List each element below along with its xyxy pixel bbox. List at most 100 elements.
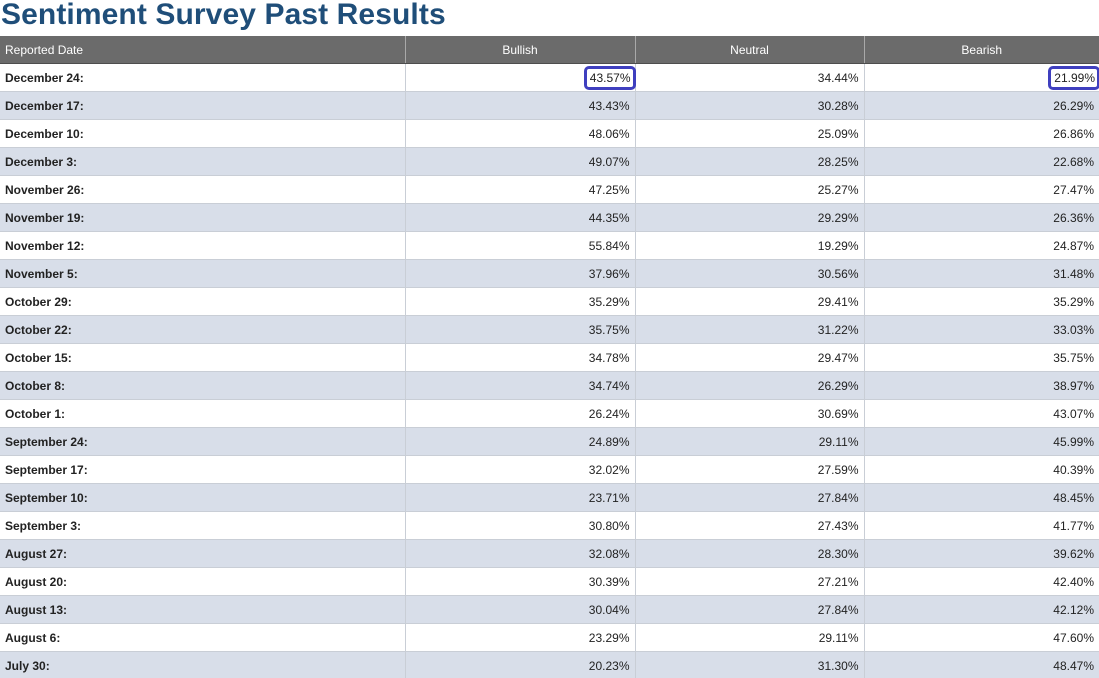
- page-title: Sentiment Survey Past Results: [1, 0, 446, 31]
- bullish-cell: 30.04%: [405, 595, 636, 624]
- bearish-cell: 22.68%: [864, 147, 1099, 176]
- neutral-cell: 29.41%: [635, 287, 865, 316]
- header-neutral: Neutral: [635, 36, 865, 64]
- neutral-cell: 27.43%: [635, 511, 865, 540]
- bearish-cell: 38.97%: [864, 371, 1099, 400]
- bullish-cell: 20.23%: [405, 651, 636, 678]
- bearish-cell: 45.99%: [864, 427, 1099, 456]
- table-row: October 22: 35.75% 31.22% 33.03%: [0, 315, 1099, 344]
- table-row: December 3: 49.07% 28.25% 22.68%: [0, 147, 1099, 176]
- bullish-cell: 23.29%: [405, 623, 636, 652]
- table-row: November 5: 37.96% 30.56% 31.48%: [0, 259, 1099, 288]
- bearish-cell: 31.48%: [864, 259, 1099, 288]
- bearish-cell: 48.45%: [864, 483, 1099, 512]
- bearish-cell: 35.75%: [864, 343, 1099, 372]
- bearish-cell: 40.39%: [864, 455, 1099, 484]
- bearish-cell: 26.36%: [864, 203, 1099, 232]
- table-row: September 10: 23.71% 27.84% 48.45%: [0, 483, 1099, 512]
- table-row: December 24: 43.57% 34.44% 21.99%: [0, 63, 1099, 92]
- reported-date-cell: September 3:: [0, 511, 406, 540]
- reported-date-cell: November 12:: [0, 231, 406, 260]
- reported-date-cell: October 22:: [0, 315, 406, 344]
- reported-date-cell: August 6:: [0, 623, 406, 652]
- reported-date-cell: December 17:: [0, 91, 406, 120]
- bullish-cell: 34.78%: [405, 343, 636, 372]
- bearish-cell: 33.03%: [864, 315, 1099, 344]
- bullish-cell: 43.57%: [405, 63, 636, 92]
- highlighted-bearish-value: 21.99%: [1048, 65, 1099, 90]
- bullish-cell: 37.96%: [405, 259, 636, 288]
- bullish-cell: 43.43%: [405, 91, 636, 120]
- table-row: November 12: 55.84% 19.29% 24.87%: [0, 231, 1099, 260]
- neutral-cell: 31.22%: [635, 315, 865, 344]
- reported-date-cell: August 13:: [0, 595, 406, 624]
- bearish-cell: 21.99%: [864, 63, 1099, 92]
- neutral-cell: 31.30%: [635, 651, 865, 678]
- table-row: December 17: 43.43% 30.28% 26.29%: [0, 91, 1099, 120]
- bearish-cell: 35.29%: [864, 287, 1099, 316]
- neutral-cell: 19.29%: [635, 231, 865, 260]
- table-row: October 8: 34.74% 26.29% 38.97%: [0, 371, 1099, 400]
- table-row: October 29: 35.29% 29.41% 35.29%: [0, 287, 1099, 316]
- reported-date-cell: September 17:: [0, 455, 406, 484]
- neutral-cell: 27.21%: [635, 567, 865, 596]
- neutral-cell: 25.09%: [635, 119, 865, 148]
- table-row: November 19: 44.35% 29.29% 26.36%: [0, 203, 1099, 232]
- table-row: September 3: 30.80% 27.43% 41.77%: [0, 511, 1099, 540]
- bearish-cell: 47.60%: [864, 623, 1099, 652]
- bearish-cell: 27.47%: [864, 175, 1099, 204]
- table-row: December 10: 48.06% 25.09% 26.86%: [0, 119, 1099, 148]
- bullish-cell: 23.71%: [405, 483, 636, 512]
- neutral-cell: 27.84%: [635, 483, 865, 512]
- table-row: August 13: 30.04% 27.84% 42.12%: [0, 595, 1099, 624]
- neutral-cell: 30.69%: [635, 399, 865, 428]
- reported-date-cell: December 10:: [0, 119, 406, 148]
- neutral-cell: 34.44%: [635, 63, 865, 92]
- table-row: September 17: 32.02% 27.59% 40.39%: [0, 455, 1099, 484]
- bullish-cell: 35.75%: [405, 315, 636, 344]
- reported-date-cell: December 3:: [0, 147, 406, 176]
- reported-date-cell: August 20:: [0, 567, 406, 596]
- table-row: November 26: 47.25% 25.27% 27.47%: [0, 175, 1099, 204]
- neutral-cell: 28.30%: [635, 539, 865, 568]
- table-row: August 20: 30.39% 27.21% 42.40%: [0, 567, 1099, 596]
- sentiment-results-table: Reported Date Bullish Neutral Bearish De…: [0, 36, 1099, 678]
- table-body: December 24: 43.57% 34.44% 21.99% December 1…: [0, 63, 1099, 678]
- bullish-cell: 30.39%: [405, 567, 636, 596]
- neutral-cell: 29.11%: [635, 623, 865, 652]
- header-reported-date: Reported Date: [0, 36, 406, 64]
- bearish-cell: 42.12%: [864, 595, 1099, 624]
- bearish-cell: 24.87%: [864, 231, 1099, 260]
- neutral-cell: 27.59%: [635, 455, 865, 484]
- neutral-cell: 27.84%: [635, 595, 865, 624]
- bearish-cell: 41.77%: [864, 511, 1099, 540]
- neutral-cell: 29.29%: [635, 203, 865, 232]
- reported-date-cell: October 29:: [0, 287, 406, 316]
- table-row: October 1: 26.24% 30.69% 43.07%: [0, 399, 1099, 428]
- reported-date-cell: October 1:: [0, 399, 406, 428]
- neutral-cell: 29.11%: [635, 427, 865, 456]
- table-row: August 6: 23.29% 29.11% 47.60%: [0, 623, 1099, 652]
- table-row: September 24: 24.89% 29.11% 45.99%: [0, 427, 1099, 456]
- bullish-cell: 47.25%: [405, 175, 636, 204]
- bearish-cell: 26.86%: [864, 119, 1099, 148]
- bearish-cell: 26.29%: [864, 91, 1099, 120]
- reported-date-cell: October 8:: [0, 371, 406, 400]
- reported-date-cell: September 24:: [0, 427, 406, 456]
- reported-date-cell: November 5:: [0, 259, 406, 288]
- neutral-cell: 30.28%: [635, 91, 865, 120]
- reported-date-cell: November 19:: [0, 203, 406, 232]
- bullish-cell: 24.89%: [405, 427, 636, 456]
- bullish-cell: 48.06%: [405, 119, 636, 148]
- table-header-row: Reported Date Bullish Neutral Bearish: [0, 36, 1099, 64]
- bearish-cell: 48.47%: [864, 651, 1099, 678]
- bullish-cell: 35.29%: [405, 287, 636, 316]
- bullish-cell: 44.35%: [405, 203, 636, 232]
- reported-date-cell: September 10:: [0, 483, 406, 512]
- bullish-cell: 34.74%: [405, 371, 636, 400]
- neutral-cell: 29.47%: [635, 343, 865, 372]
- bearish-cell: 43.07%: [864, 399, 1099, 428]
- reported-date-cell: July 30:: [0, 651, 406, 678]
- neutral-cell: 30.56%: [635, 259, 865, 288]
- reported-date-cell: August 27:: [0, 539, 406, 568]
